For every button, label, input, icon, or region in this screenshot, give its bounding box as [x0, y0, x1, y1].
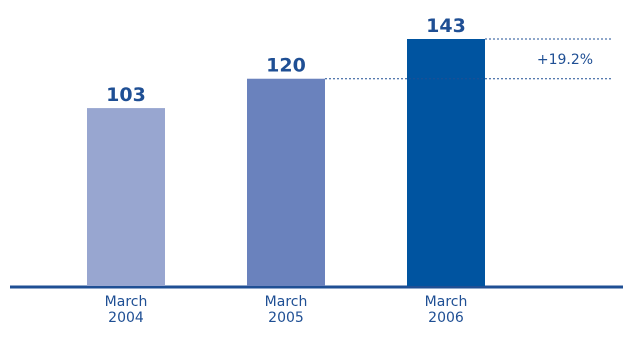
value-label-2: 120 — [266, 55, 306, 77]
category-label-2: March 2005 — [265, 294, 308, 326]
annotation-label: +19.2% — [537, 52, 593, 68]
value-label-3: 143 — [426, 15, 466, 37]
bar-3 — [407, 39, 485, 286]
category-label-1: March 2004 — [105, 294, 148, 326]
category-label-3: March 2006 — [425, 294, 468, 326]
bar-2 — [247, 78, 325, 287]
value-label-1: 103 — [106, 84, 146, 106]
bar-1 — [87, 108, 165, 286]
